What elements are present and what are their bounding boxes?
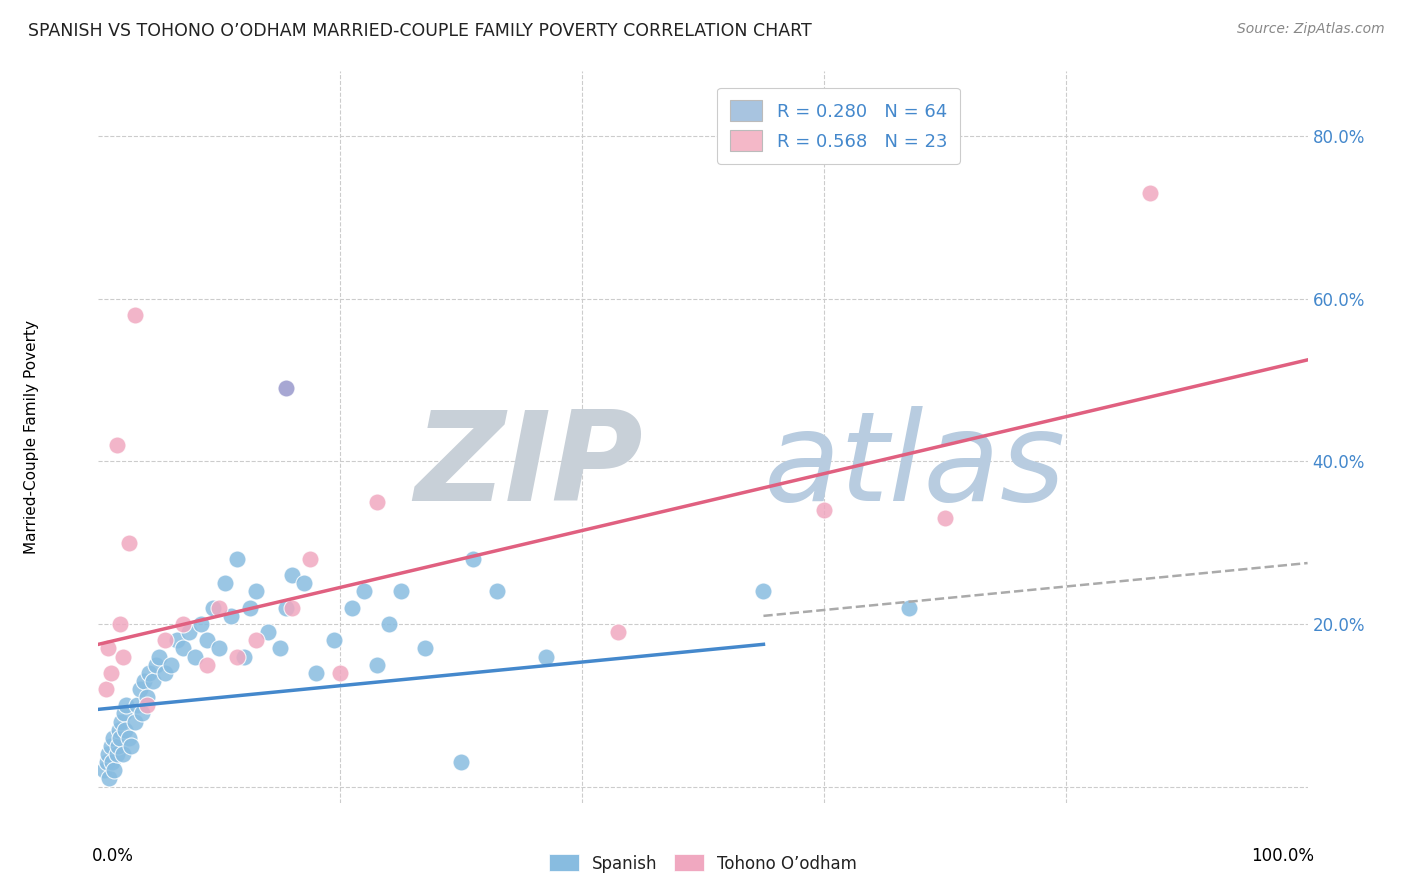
Point	[226, 649, 249, 664]
Point	[93, 764, 115, 778]
Point	[1139, 186, 1161, 201]
Point	[202, 600, 225, 615]
Point	[897, 600, 920, 615]
Point	[135, 690, 157, 705]
Point	[172, 641, 194, 656]
Legend: Spanish, Tohono O’odham: Spanish, Tohono O’odham	[541, 847, 865, 880]
Point	[208, 600, 231, 615]
Point	[127, 698, 149, 713]
Point	[413, 641, 436, 656]
Point	[179, 625, 201, 640]
Point	[353, 584, 375, 599]
Point	[239, 600, 262, 615]
Point	[214, 576, 236, 591]
Point	[245, 633, 267, 648]
Point	[111, 747, 134, 761]
Text: ZIP: ZIP	[413, 406, 643, 527]
Point	[274, 600, 297, 615]
Point	[208, 641, 231, 656]
Point	[100, 665, 122, 680]
Point	[607, 625, 630, 640]
Point	[128, 681, 150, 696]
Point	[190, 617, 212, 632]
Point	[96, 755, 118, 769]
Point	[124, 308, 146, 322]
Point	[329, 665, 352, 680]
Text: atlas: atlas	[763, 406, 1066, 527]
Point	[463, 552, 485, 566]
Point	[145, 657, 167, 672]
Point	[232, 649, 254, 664]
Point	[131, 706, 153, 721]
Point	[97, 747, 120, 761]
Point	[342, 600, 364, 615]
Text: 100.0%: 100.0%	[1250, 847, 1313, 865]
Point	[752, 584, 775, 599]
Point	[138, 665, 160, 680]
Point	[274, 381, 297, 395]
Point	[281, 600, 304, 615]
Point	[172, 617, 194, 632]
Point	[195, 657, 218, 672]
Point	[142, 673, 165, 688]
Point	[323, 633, 346, 648]
Point	[101, 731, 124, 745]
Point	[118, 731, 141, 745]
Point	[100, 739, 122, 753]
Point	[111, 649, 134, 664]
Point	[195, 633, 218, 648]
Point	[934, 511, 956, 525]
Point	[153, 633, 176, 648]
Point	[184, 649, 207, 664]
Point	[160, 657, 183, 672]
Point	[245, 584, 267, 599]
Point	[103, 764, 125, 778]
Point	[107, 739, 129, 753]
Point	[153, 665, 176, 680]
Point	[299, 552, 322, 566]
Point	[366, 657, 388, 672]
Point	[100, 755, 122, 769]
Text: Married-Couple Family Poverty: Married-Couple Family Poverty	[24, 320, 39, 554]
Point	[813, 503, 835, 517]
Point	[115, 698, 138, 713]
Point	[135, 698, 157, 713]
Legend: R = 0.280   N = 64, R = 0.568   N = 23: R = 0.280 N = 64, R = 0.568 N = 23	[717, 87, 960, 164]
Point	[305, 665, 328, 680]
Point	[118, 535, 141, 549]
Point	[108, 731, 131, 745]
Point	[377, 617, 399, 632]
Point	[534, 649, 557, 664]
Point	[269, 641, 291, 656]
Point	[256, 625, 278, 640]
Point	[389, 584, 412, 599]
Point	[112, 706, 135, 721]
Point	[148, 649, 170, 664]
Point	[166, 633, 188, 648]
Point	[108, 723, 131, 737]
Point	[105, 438, 128, 452]
Point	[221, 608, 243, 623]
Point	[226, 552, 249, 566]
Text: 0.0%: 0.0%	[93, 847, 134, 865]
Point	[281, 568, 304, 582]
Point	[105, 747, 128, 761]
Text: SPANISH VS TOHONO O’ODHAM MARRIED-COUPLE FAMILY POVERTY CORRELATION CHART: SPANISH VS TOHONO O’ODHAM MARRIED-COUPLE…	[28, 22, 811, 40]
Point	[114, 723, 136, 737]
Point	[97, 641, 120, 656]
Point	[108, 617, 131, 632]
Point	[366, 495, 388, 509]
Point	[486, 584, 509, 599]
Text: Source: ZipAtlas.com: Source: ZipAtlas.com	[1237, 22, 1385, 37]
Point	[94, 681, 117, 696]
Point	[134, 673, 156, 688]
Point	[450, 755, 472, 769]
Point	[98, 772, 121, 786]
Point	[124, 714, 146, 729]
Point	[120, 739, 142, 753]
Point	[110, 714, 132, 729]
Point	[292, 576, 315, 591]
